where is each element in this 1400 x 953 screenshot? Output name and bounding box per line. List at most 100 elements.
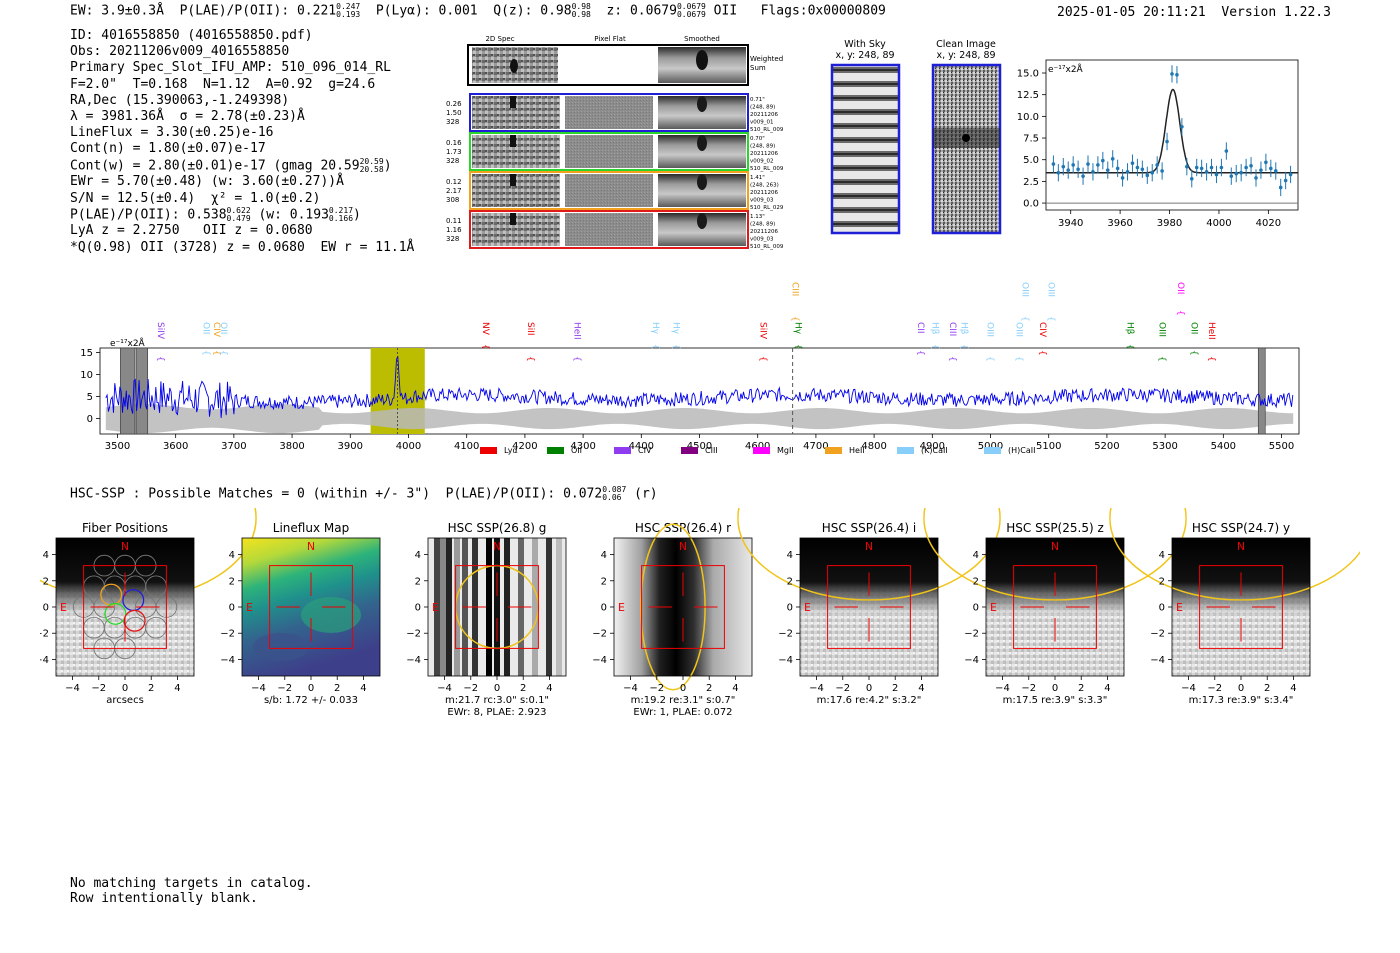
hsc-xtick-label: −4 xyxy=(623,683,638,694)
hsc-north: N xyxy=(1051,540,1059,553)
hsc-ytick-label: 0 xyxy=(601,603,607,614)
fit-point xyxy=(1120,176,1125,180)
weighted-smoothed-source xyxy=(696,50,708,70)
z-value: z: 0.0679 xyxy=(606,3,677,19)
hsc-ytick-label: −4 xyxy=(778,655,793,666)
cutout-right-label: 0.71" xyxy=(750,97,765,103)
spectrum-line-label: Hβ xyxy=(1124,322,1134,335)
legend-swatch xyxy=(480,447,497,454)
info-plae-w-hi: 0.217 xyxy=(328,205,354,215)
info-lineflux: LineFlux = 3.30(±0.25)e-16 xyxy=(70,125,274,141)
spectrum-line-label: Hβ xyxy=(929,322,939,335)
spectrum-line-label: OIII xyxy=(1156,322,1166,337)
hsc-ytick-label: 2 xyxy=(973,576,979,587)
fit-point xyxy=(1125,170,1130,174)
hsc-panel-caption: m:21.7 rc:3.0" s:0.1" xyxy=(445,695,549,706)
hsc-panel-title: HSC SSP(25.5) z xyxy=(1006,521,1104,535)
cutout-left-label: 1.73 xyxy=(446,148,462,156)
cutout-left-label: 0.26 xyxy=(446,100,462,108)
spectrum-line-label-brace: { xyxy=(1037,350,1047,356)
hsc-ytick-label: 2 xyxy=(1159,576,1165,587)
fit-point xyxy=(1071,163,1075,167)
weighted-source xyxy=(510,59,518,73)
cutout-source xyxy=(510,213,516,225)
hsc-xtick-label: −2 xyxy=(1207,683,1222,694)
fit-point xyxy=(1150,170,1155,175)
hsc-ytick-label: −2 xyxy=(220,629,235,640)
spectrum-xtick-label: 4000 xyxy=(396,441,421,452)
ew-value: EW: 3.9±0.3Å xyxy=(70,3,164,19)
spectrum-line-label-brace: { xyxy=(211,350,221,356)
hsc-g-stripe xyxy=(434,538,440,676)
info-lya: LyA z = 2.2750 OII z = 0.0680 xyxy=(70,223,313,239)
spectrum-xtick-label: 4900 xyxy=(920,441,945,452)
fit-unit-label: e⁻¹⁷x2Å xyxy=(1048,63,1084,75)
spectrum-line-label: Hγ xyxy=(650,322,660,335)
fit-point xyxy=(1135,165,1140,170)
hsc-xtick-label: 0 xyxy=(1052,683,1058,694)
cutout-source xyxy=(510,135,516,147)
hsc-ytick-label: 0 xyxy=(43,603,49,614)
hsc-xtick-label: 0 xyxy=(866,683,872,694)
spectrum-error-envelope xyxy=(105,404,1294,434)
fit-point xyxy=(1273,169,1278,173)
plae-value: P(LAE)/P(OII): 0.221 xyxy=(179,3,337,19)
footer-notes: No matching targets in catalog. Row inten… xyxy=(70,876,313,906)
contw-label: Cont(w) = 2.80(±0.01)e-17 (gmag 20.59 xyxy=(70,158,360,174)
spectrum-data xyxy=(105,347,1294,435)
fit-point xyxy=(1264,160,1268,165)
spectrum-line-label-brace: { xyxy=(947,356,957,362)
detection-info: ID: 4016558850 (4016558850.pdf) Obs: 202… xyxy=(70,28,414,256)
spectrum-xtick-label: 4200 xyxy=(512,441,537,452)
hsc-fiber-highlight xyxy=(104,602,127,625)
fit-point xyxy=(1096,163,1100,167)
hsc-band-source xyxy=(1172,538,1310,676)
col-2dspec: 2D Spec xyxy=(485,35,514,43)
hsc-north: N xyxy=(679,540,687,553)
legend-label: (H)CaII xyxy=(1008,446,1035,455)
cutout-right-label: 1.13" xyxy=(750,214,765,220)
info-plae-hi: 0.622 xyxy=(226,205,251,215)
hsc-xtick-label: 4 xyxy=(732,683,738,694)
hsc-ytick-label: 4 xyxy=(229,550,235,561)
spectrum-ytick-label: 15 xyxy=(80,348,93,359)
hsc-band-aperture xyxy=(738,508,1000,600)
hsc-xtick-label: 4 xyxy=(360,683,366,694)
spectrum-xtick-label: 5400 xyxy=(1211,441,1236,452)
hsc-xtick-label: 0 xyxy=(308,683,314,694)
z-hi: 0.0679 xyxy=(676,2,706,11)
legend-label: CIII xyxy=(705,446,718,455)
hsc-ytick-label: 2 xyxy=(601,576,607,587)
cutout-left-label: 2.17 xyxy=(446,187,462,195)
fit-point xyxy=(1170,72,1174,76)
spectrum-xtick-label: 5300 xyxy=(1152,441,1177,452)
spectrum-line-label-brace: { xyxy=(1175,310,1185,316)
hsc-xtick-label: −2 xyxy=(835,683,850,694)
cutout-left-label: 1.16 xyxy=(446,226,462,234)
fit-point xyxy=(1130,161,1135,165)
fit-ytick-label: 12.5 xyxy=(1017,90,1039,101)
spectra-cutouts: 2D Spec Pixel Flat Smoothed Weighted Sum… xyxy=(446,35,784,250)
hsc-r-image xyxy=(614,538,752,676)
hsc-xtick-label: 0 xyxy=(494,683,500,694)
cutout-smoothed-source xyxy=(697,174,707,190)
spectrum-line-label: SiIV xyxy=(758,322,768,340)
spectrum-xtick-label: 4800 xyxy=(861,441,886,452)
info-plae-w-lo: 0.166 xyxy=(328,213,354,223)
hsc-xtick-label: −2 xyxy=(91,683,106,694)
hsc-ytick-label: 4 xyxy=(43,550,49,561)
legend-label: MgII xyxy=(777,446,794,455)
fit-point xyxy=(1204,170,1209,174)
hsc-ytick-label: −4 xyxy=(1150,655,1165,666)
fit-point xyxy=(1189,176,1194,181)
cutout-source xyxy=(510,96,516,108)
hsc-xtick-label: 0 xyxy=(122,683,128,694)
fit-point xyxy=(1140,167,1145,172)
fit-point xyxy=(1194,165,1199,170)
qz-value: Q(z): 0.98 xyxy=(493,3,572,19)
hsc-box xyxy=(1013,565,1097,649)
hsc-xtick-label: −4 xyxy=(437,683,452,694)
contw-lo: 20.58 xyxy=(359,164,384,174)
col-pixelflat: Pixel Flat xyxy=(594,35,626,43)
hsc-plae-hi: 0.087 xyxy=(602,485,627,494)
